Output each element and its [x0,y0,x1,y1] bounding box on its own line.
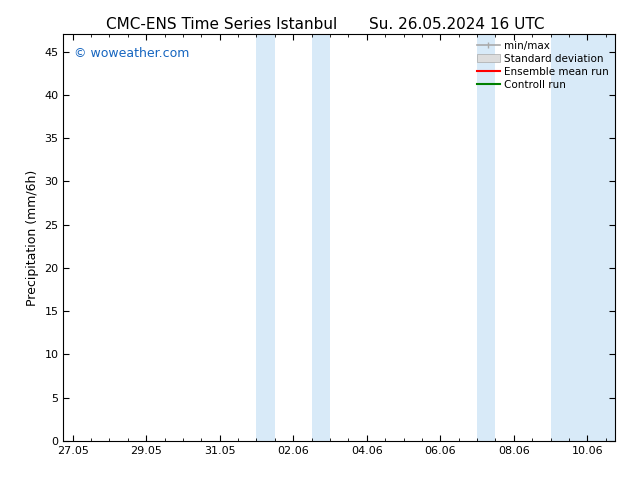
Bar [477,34,496,441]
Text: Su. 26.05.2024 16 UTC: Su. 26.05.2024 16 UTC [369,17,544,32]
Text: CMC-ENS Time Series Istanbul: CMC-ENS Time Series Istanbul [107,17,337,32]
Text: © woweather.com: © woweather.com [74,47,190,59]
Legend: min/max, Standard deviation, Ensemble mean run, Controll run: min/max, Standard deviation, Ensemble me… [473,36,613,94]
Bar [550,34,615,441]
Y-axis label: Precipitation (mm/6h): Precipitation (mm/6h) [26,170,39,306]
Bar [256,34,275,441]
Bar [312,34,330,441]
